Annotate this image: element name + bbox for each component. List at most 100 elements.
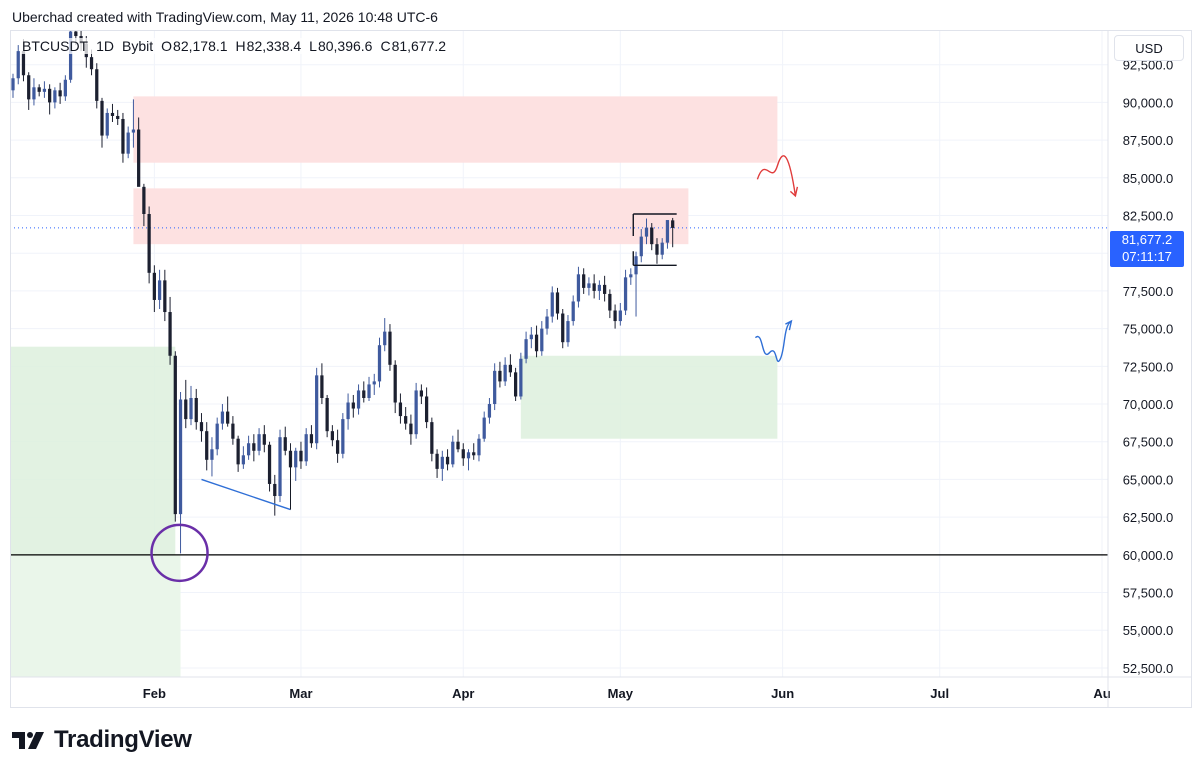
y-tick-label: 57,500.0 (1123, 586, 1174, 601)
candle-body-up (566, 321, 570, 343)
candle (597, 280, 602, 300)
ohlc-low: L 80,396.6 (309, 38, 372, 54)
candle (273, 474, 277, 516)
candle-body-down (498, 370, 502, 382)
candle (27, 72, 31, 110)
last-price-value: 81,677.2 (1121, 232, 1173, 247)
candle (602, 275, 607, 302)
candle (220, 404, 225, 430)
candle-body-down (404, 416, 408, 424)
candle (498, 361, 502, 388)
candle (100, 97, 104, 148)
candle-body-up (315, 375, 319, 444)
low-circle-marker (150, 523, 209, 583)
candle-body-down (362, 390, 366, 398)
chart-credit: Uberchad created with TradingView.com, M… (12, 9, 438, 25)
candle (257, 428, 261, 456)
symbol-interval[interactable]: 1D (96, 38, 115, 54)
candle (58, 82, 62, 104)
y-tick-label: 90,000.0 (1123, 95, 1174, 110)
candle (32, 78, 36, 106)
x-tick-label: Feb (143, 686, 166, 701)
candle (461, 443, 465, 466)
candle-body-up (157, 280, 162, 300)
ohlc-low-label: L (309, 38, 317, 54)
y-tick-label: 70,000.0 (1123, 397, 1174, 412)
candle-body-down (325, 397, 329, 432)
y-tick-label: 67,500.0 (1123, 435, 1174, 450)
bearish-arrowhead-icon (789, 186, 799, 198)
annotations (11, 227, 1108, 556)
candle (152, 265, 156, 313)
candle (205, 422, 209, 471)
candle (131, 99, 136, 148)
candle-body-up (545, 316, 549, 329)
symbol-info-bar[interactable]: BTCUSDT 1D Bybit O 82,178.1 H 82,338.4 L 80… (20, 38, 449, 54)
y-tick-label: 60,000.0 (1123, 548, 1174, 563)
candle-body-down (48, 88, 52, 103)
bullish-projection-path (754, 320, 792, 362)
candle-body-up (11, 78, 15, 91)
demand-zone (11, 346, 176, 566)
candle (95, 63, 99, 109)
candle (487, 397, 492, 424)
candle-body-up (32, 87, 36, 100)
candle-body-down (262, 434, 266, 445)
trend-line (201, 478, 291, 511)
candle-body-down (137, 129, 141, 187)
candle-body-down (299, 450, 303, 462)
candle-body-up (550, 292, 554, 317)
candle (493, 363, 497, 411)
candle-body-down (409, 423, 413, 435)
candle (634, 251, 638, 317)
symbol-name[interactable]: BTCUSDT (22, 38, 89, 54)
currency-button[interactable]: USD (1114, 35, 1184, 61)
candle-body-up (42, 88, 47, 92)
candle (377, 337, 382, 388)
candle-body-up (487, 404, 492, 418)
candle-body-down (582, 274, 586, 288)
supply-zone (133, 188, 689, 245)
candle (116, 109, 120, 126)
candle (644, 218, 649, 245)
ohlc-close: C 81,677.2 (380, 38, 446, 54)
candle-body-up (597, 284, 602, 291)
candle-body-up (246, 443, 251, 456)
candle-body-up (68, 31, 73, 80)
candle-body-down (508, 364, 513, 373)
candle-body-up (131, 129, 136, 133)
candle-body-up (16, 51, 20, 79)
last-price-tag: 81,677.2 07:11:17 (1110, 231, 1184, 267)
candle (466, 449, 471, 471)
y-tick-label: 85,000.0 (1123, 171, 1174, 186)
chart-frame (10, 30, 1192, 708)
y-tick-label: 77,500.0 (1123, 284, 1174, 299)
candle-body-down (351, 402, 355, 409)
y-tick-label: 52,500.0 (1123, 661, 1174, 676)
candle-body-up (304, 434, 308, 462)
candle (650, 223, 654, 251)
candle (629, 268, 633, 285)
candle (367, 376, 371, 402)
candle (48, 84, 52, 115)
candle (236, 435, 240, 472)
candle (330, 425, 334, 447)
candle (529, 327, 533, 349)
candle (142, 183, 146, 227)
candle (126, 126, 130, 159)
candle (356, 384, 361, 415)
candle-body-up (451, 441, 455, 465)
candle-body-down (456, 441, 460, 450)
tradingview-brand[interactable]: TradingView (12, 726, 192, 754)
overlays (150, 155, 799, 583)
candle (199, 413, 204, 442)
ohlc-close-label: C (380, 38, 391, 54)
x-tick-label: May (608, 686, 634, 701)
candle-body-up (356, 390, 361, 409)
candle-body-down (650, 227, 654, 245)
y-tick-label: 55,000.0 (1123, 623, 1174, 638)
candle (278, 429, 282, 503)
candle-body-up (383, 331, 387, 346)
candle-body-up (466, 452, 471, 459)
